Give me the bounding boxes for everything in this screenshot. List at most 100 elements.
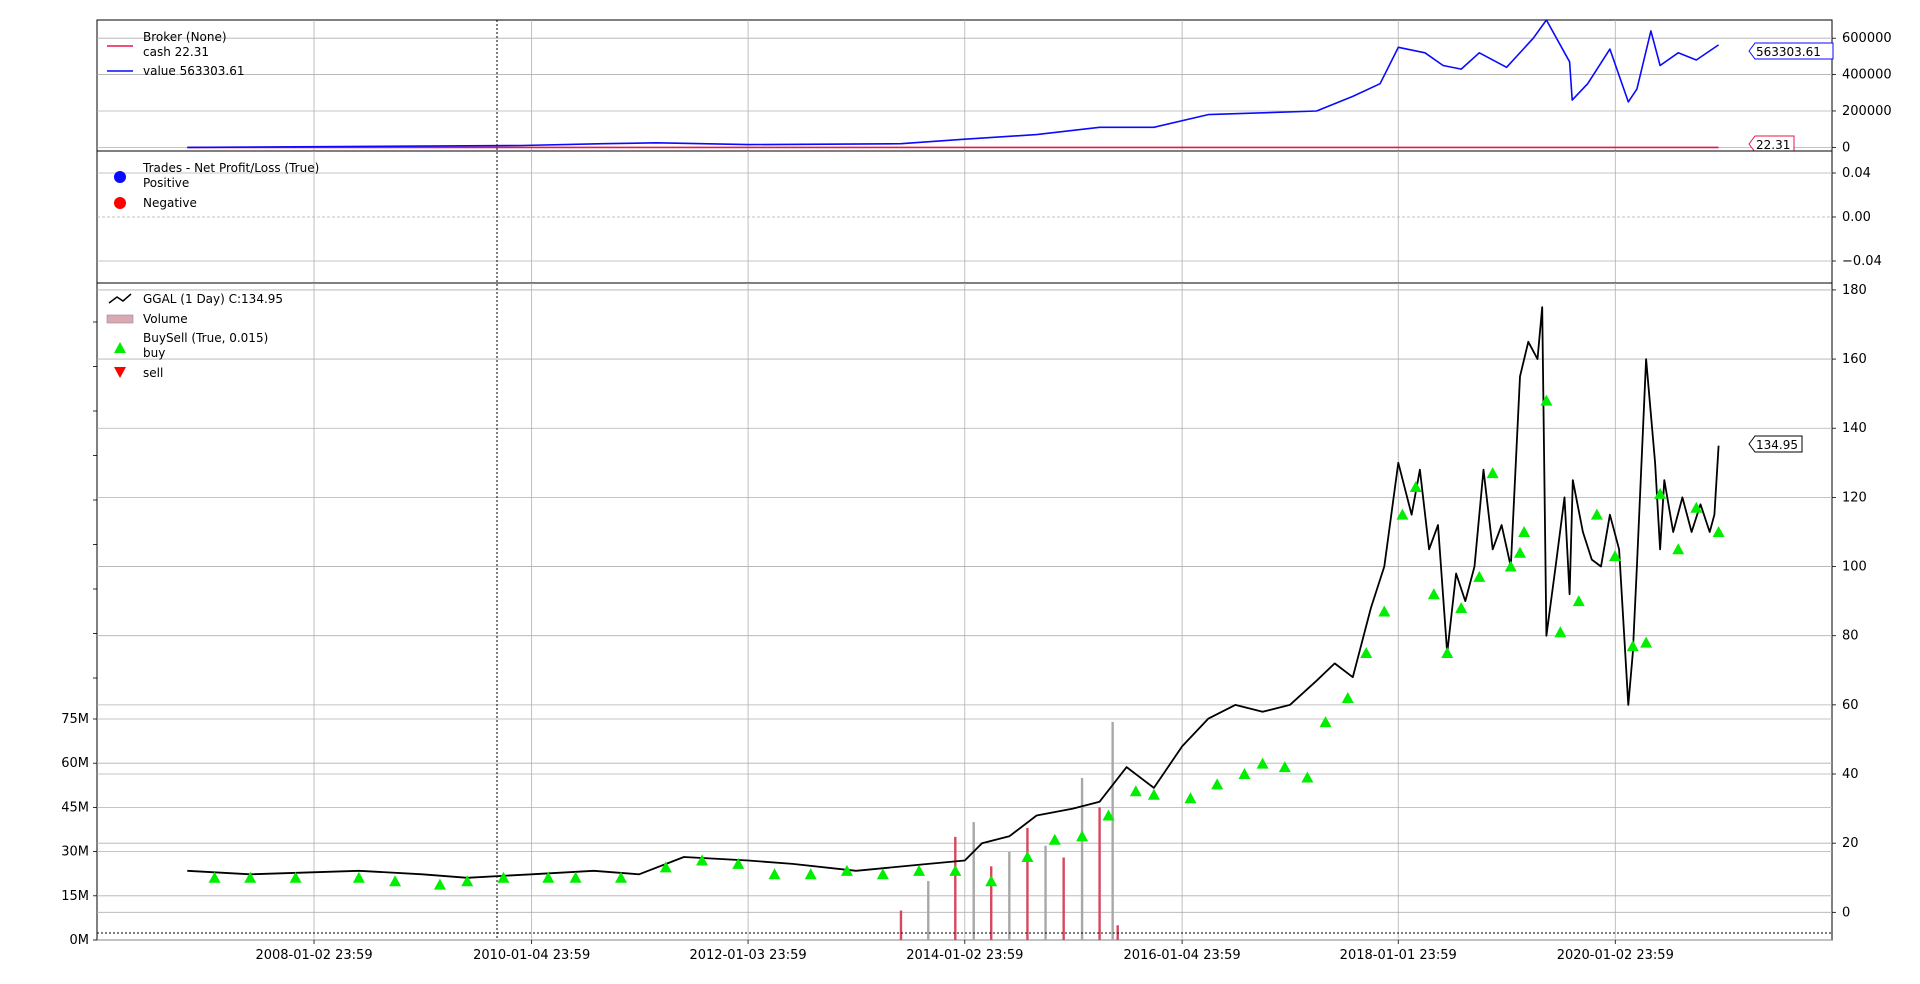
buy-marker (542, 871, 555, 883)
price-y-tick-label: 80 (1842, 629, 1859, 644)
buy-marker (1048, 833, 1061, 845)
buy-marker (1712, 525, 1725, 537)
buy-marker (289, 871, 302, 883)
x-tick-label: 2014-01-02 23:59 (906, 948, 1023, 963)
buy-marker (1184, 792, 1197, 804)
buy-marker (1409, 481, 1422, 493)
volume-bar (1098, 807, 1101, 940)
price-y-tick-label: 0 (1842, 905, 1850, 920)
buysell-legend-title: BuySell (True, 0.015) (143, 331, 268, 345)
buy-marker (1690, 501, 1703, 513)
buy-marker (1518, 525, 1531, 537)
buy-marker (1504, 560, 1517, 572)
volume-bar (899, 910, 903, 940)
price-y-tick-label: 40 (1842, 767, 1859, 782)
price-y-tick-label: 180 (1842, 283, 1867, 298)
buy-marker (569, 871, 582, 883)
x-axis: 2008-01-02 23:59 2010-01-04 23:59 2012-01-… (255, 940, 1674, 963)
buy-marker (352, 871, 365, 883)
negative-legend-marker (114, 197, 126, 209)
volume-y-tick-label: 15M (61, 889, 89, 904)
trades-y-tick-label: −0.04 (1842, 254, 1882, 269)
buy-marker (840, 864, 853, 876)
price-legend: GGAL (1 Day) C:134.95 Volume BuySell (Tr… (106, 292, 283, 380)
buy-marker (732, 857, 745, 869)
buy-marker (1102, 809, 1115, 821)
buy-marker (949, 864, 962, 876)
broker-y-tick-label: 600000 (1842, 31, 1892, 46)
volume-y-axis: 75M 60M 45M 30M 15M 0M (61, 712, 97, 948)
volume-y-tick-label: 30M (61, 845, 89, 860)
buy-marker (1341, 691, 1354, 703)
buy-marker (1147, 788, 1160, 800)
buy-marker (696, 854, 709, 866)
buy-marker (1513, 546, 1526, 558)
buy-marker (1256, 757, 1269, 769)
volume-legend-label: Volume (143, 312, 188, 326)
buy-marker (615, 871, 628, 883)
buy-marker (1021, 851, 1034, 863)
buy-marker (1319, 716, 1332, 728)
broker-y-axis: 600000 400000 200000 0 (1832, 31, 1892, 155)
x-tick-label: 2010-01-04 23:59 (473, 948, 590, 963)
value-line (187, 19, 1720, 149)
buy-marker (1427, 588, 1440, 600)
buy-marker (1278, 761, 1291, 773)
sell-legend-marker (114, 367, 126, 378)
buy-marker (913, 864, 926, 876)
value-last-tag: 563303.61 (1748, 42, 1834, 60)
trades-grid (97, 151, 1832, 283)
sell-legend-label: sell (143, 366, 163, 380)
volume-bars (899, 721, 1119, 940)
positive-legend-label: Positive (143, 176, 189, 190)
x-tick-label: 2020-01-02 23:59 (1557, 948, 1674, 963)
buy-legend-marker (114, 342, 126, 353)
buy-marker (1640, 636, 1653, 648)
price-y-tick-label: 120 (1842, 490, 1867, 505)
volume-y-tick-label: 75M (61, 712, 89, 727)
value-legend-label: value 563303.61 (143, 64, 244, 78)
volume-bar (1111, 721, 1114, 940)
price-y-tick-label: 140 (1842, 421, 1867, 436)
buy-marker (244, 871, 257, 883)
trades-panel: 0.04 0.00 −0.04 Trades - Net Profit/Loss (… (96, 150, 1882, 284)
buy-marker (433, 878, 446, 890)
buy-marker (1572, 595, 1585, 607)
buy-marker (804, 868, 817, 880)
price-last-tag-box (1748, 435, 1803, 453)
broker-panel: 600000 400000 200000 0 Broker (None) cash 2… (96, 19, 1892, 155)
buy-marker (768, 868, 781, 880)
volume-bar (1062, 857, 1065, 940)
buy-marker (461, 875, 474, 887)
price-y-tick-label: 60 (1842, 698, 1859, 713)
broker-series (187, 19, 1720, 149)
price-y-tick-label: 20 (1842, 836, 1859, 851)
buy-marker (1378, 605, 1391, 617)
value-last-tag-text: 563303.61 (1756, 45, 1821, 59)
broker-y-tick-label: 400000 (1842, 68, 1892, 83)
x-tick-label: 2012-01-03 23:59 (689, 948, 806, 963)
volume-bar (1026, 828, 1029, 940)
negative-legend-label: Negative (143, 196, 197, 210)
buy-marker (1238, 768, 1251, 780)
buy-marker (1540, 394, 1553, 406)
buy-marker (1360, 646, 1373, 658)
buy-marker (389, 875, 402, 887)
buy-marker (1626, 640, 1639, 652)
price-last-tag-text: 134.95 (1756, 438, 1798, 452)
buy-markers (208, 394, 1725, 890)
trades-legend-title: Trades - Net Profit/Loss (True) (142, 161, 319, 175)
positive-legend-marker (114, 171, 126, 183)
volume-bar (1008, 851, 1011, 940)
volume-y-tick-label: 0M (70, 933, 90, 948)
buy-marker (1396, 508, 1409, 520)
price-line (187, 306, 1720, 879)
buy-marker (876, 868, 889, 880)
buy-marker (1590, 508, 1603, 520)
price-legend-label: GGAL (1 Day) C:134.95 (143, 292, 283, 306)
buy-marker (985, 875, 998, 887)
buy-marker (1441, 646, 1454, 658)
x-tick-label: 2016-01-04 23:59 (1124, 948, 1241, 963)
buy-legend-label: buy (143, 346, 165, 360)
price-y-tick-label: 100 (1842, 560, 1867, 575)
